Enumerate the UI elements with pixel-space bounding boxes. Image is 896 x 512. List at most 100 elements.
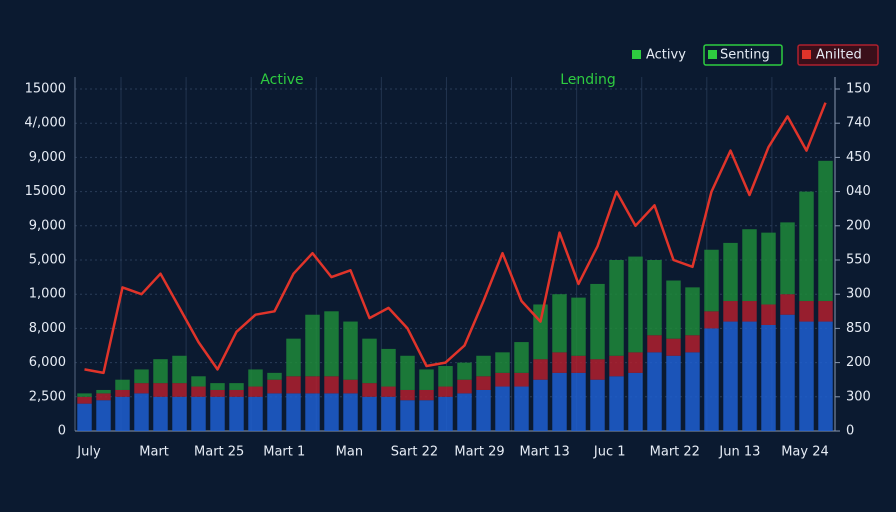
x-tick-label: Mart <box>139 445 169 460</box>
y2-tick-label: 740 <box>846 116 871 131</box>
bar-segment <box>590 283 605 360</box>
bar-segment <box>685 335 700 353</box>
bar-segment <box>704 328 719 431</box>
bar-segment <box>381 386 396 397</box>
bar-segment <box>666 280 681 339</box>
bar-segment <box>761 324 776 431</box>
bar-segment <box>172 396 187 431</box>
x-tick-label: Mart 13 <box>519 445 569 460</box>
x-tick-label: Juc 1 <box>593 445 626 460</box>
bar-segment <box>571 355 586 373</box>
legend-swatch <box>802 50 811 59</box>
bar-segment <box>210 389 225 397</box>
bar-segment <box>267 379 282 394</box>
bar-segment <box>495 372 510 387</box>
bar-segment <box>419 369 434 390</box>
bar-segment <box>666 355 681 431</box>
legend-swatch <box>632 50 641 59</box>
bar-segment <box>666 338 681 356</box>
bar-segment <box>115 379 130 390</box>
bar-segment <box>153 396 168 431</box>
bar-segment <box>609 260 624 356</box>
bar-segment <box>723 321 738 431</box>
bar-segment <box>476 355 491 377</box>
bar-segment <box>286 338 301 377</box>
bar-segment <box>305 314 320 377</box>
legend: Activy Senting Anilted <box>632 44 879 66</box>
bar-segment <box>134 369 149 384</box>
bar-segment <box>77 396 92 404</box>
bar-segment <box>799 191 814 302</box>
bar-segment <box>590 379 605 431</box>
y2-tick-label: 300 <box>846 287 871 302</box>
bar-segment <box>96 389 111 394</box>
bar-segment <box>609 376 624 431</box>
bar-segment <box>647 260 662 336</box>
bar-segment <box>780 222 795 295</box>
bar-segment <box>723 301 738 322</box>
y2-tick-label: 200 <box>846 218 871 233</box>
y2-tick-label: 0 <box>846 424 854 439</box>
bar-segment <box>818 301 833 322</box>
x-tick-label: Mart 22 <box>650 445 700 460</box>
bar-segment <box>476 389 491 431</box>
bar-segment <box>533 379 548 431</box>
bar-segment <box>153 359 168 384</box>
bar-segment <box>343 393 358 431</box>
bar-segment <box>495 352 510 373</box>
x-tick-label: Mart 1 <box>263 445 305 460</box>
bar-segment <box>191 376 206 387</box>
bar-segment <box>799 301 814 322</box>
bar-segment <box>818 321 833 431</box>
bar-segment <box>438 386 453 397</box>
bar-segment <box>571 297 586 356</box>
annotation: Active <box>260 72 303 88</box>
x-tick-label: Jun 13 <box>718 445 760 460</box>
y-tick-label: 0 <box>58 424 66 439</box>
bar-segment <box>552 372 567 431</box>
bar-segment <box>818 160 833 302</box>
bar-segment <box>552 294 567 353</box>
bar-segment <box>324 311 339 377</box>
y2-tick-label: 040 <box>846 184 871 199</box>
y-tick-label: 15000 <box>25 82 66 97</box>
annotation: Lending <box>560 72 616 88</box>
bar-segment <box>628 256 643 353</box>
bar-segment <box>267 372 282 380</box>
bar-segment <box>742 229 757 302</box>
y-tick-label: 5,000 <box>29 253 66 268</box>
bar-segment <box>172 383 187 397</box>
bar-segment <box>191 386 206 397</box>
bar-segment <box>96 393 111 401</box>
bar-segment <box>77 393 92 397</box>
bar-segment <box>343 321 358 380</box>
bar-segment <box>362 338 377 384</box>
bar-segment <box>400 400 415 431</box>
legend-box <box>797 44 879 66</box>
bar-segment <box>343 379 358 394</box>
bar-segment <box>457 379 472 394</box>
bar-segment <box>286 376 301 394</box>
bar-segment <box>609 355 624 377</box>
bar-segment <box>419 389 434 401</box>
bar-segment <box>267 393 282 431</box>
bar-segment <box>77 403 92 431</box>
legend-label: Anilted <box>816 48 862 63</box>
bar-segment <box>191 396 206 431</box>
legend-item: Activy <box>632 48 686 63</box>
bar-segment <box>476 376 491 390</box>
bar-segment <box>514 342 529 373</box>
bar-segment <box>229 383 244 390</box>
bar-segment <box>704 311 719 329</box>
x-tick-label: July <box>76 445 101 460</box>
bar-segment <box>134 383 149 394</box>
bar-segment <box>134 393 149 431</box>
bar-segment <box>685 287 700 336</box>
bar-segment <box>457 393 472 431</box>
bar-segment <box>628 352 643 373</box>
bar-segment <box>115 396 130 431</box>
bar-segment <box>438 366 453 387</box>
bar-segment <box>210 396 225 431</box>
bar-segment <box>324 393 339 431</box>
y-tick-label: 8,000 <box>29 321 66 336</box>
